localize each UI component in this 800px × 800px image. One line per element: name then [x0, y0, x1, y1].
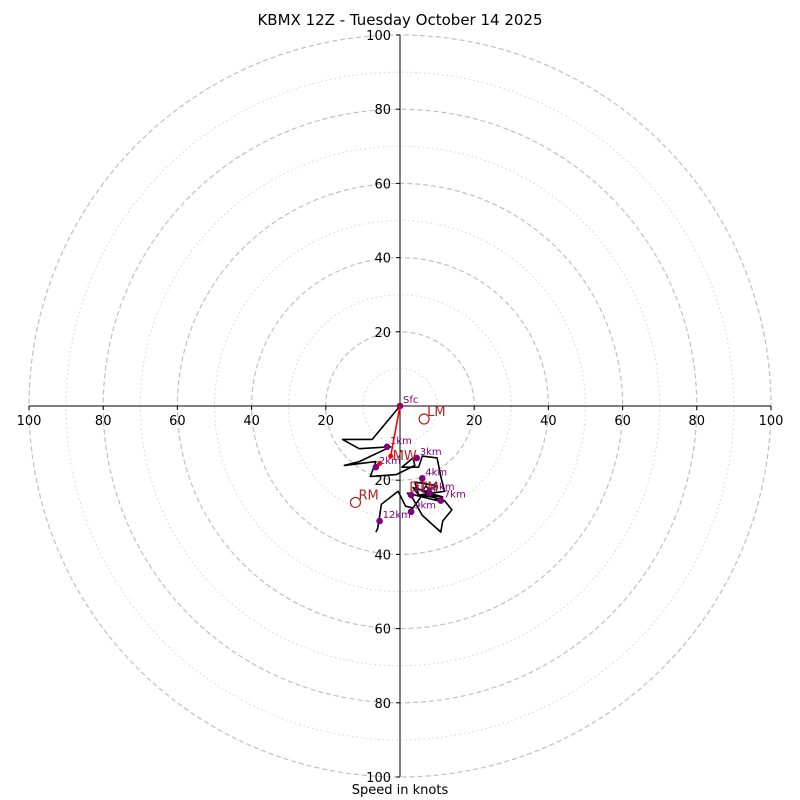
- hodograph-line: [341, 405, 453, 533]
- level-point-1km: [383, 443, 391, 451]
- y-tick-label: 40: [374, 252, 391, 267]
- storm-motion-lm-marker: [418, 413, 430, 425]
- level-label-7km: 7km: [444, 490, 466, 501]
- level-label-3km: 3km: [420, 447, 442, 458]
- level-label-sfc: Sfc: [403, 395, 418, 406]
- x-tick-label: 80: [95, 414, 112, 429]
- x-axis-label: Speed in knots: [351, 783, 449, 798]
- storm-motion-lm-label: LM: [427, 405, 445, 420]
- x-tick-label: 60: [614, 414, 631, 429]
- level-point-2km: [372, 463, 380, 471]
- level-label-1km: 1km: [390, 436, 412, 447]
- y-tick-label: 20: [374, 326, 391, 341]
- y-tick-label: 80: [374, 103, 391, 118]
- y-tick-label: 60: [374, 177, 391, 192]
- level-point-3km: [413, 454, 420, 462]
- y-tick-label: 100: [366, 29, 391, 44]
- storm-motion-rm-marker: [349, 496, 362, 509]
- x-tick-label: 100: [17, 414, 42, 429]
- level-label-6km: 6km: [414, 484, 436, 495]
- shear-vector-line: [389, 405, 401, 457]
- level-point-12km: [376, 517, 383, 525]
- level-point-9km: [407, 508, 415, 516]
- level-label-2km: 2km: [379, 456, 401, 467]
- shear-marker-point: [377, 461, 383, 467]
- tick-labels: 100 80 60 40 20 20 40 60 80 100 100 80 60 40 20 20 40 60 8…: [17, 29, 784, 786]
- deviant-tornado-label: DTM: [409, 481, 438, 496]
- y-tick-label: 40: [374, 548, 391, 563]
- chart-title: KBMX 12Z - Tuesday October 14 2025: [257, 11, 543, 29]
- x-tick-label: 40: [540, 414, 557, 429]
- level-point-6km: [407, 491, 415, 499]
- level-label-5km: 5km: [433, 482, 455, 493]
- hodograph-trace: [341, 405, 453, 533]
- storm-motion-markers: MW DTM LM RM: [349, 405, 446, 509]
- storm-motion-rm-label: RM: [358, 488, 378, 503]
- y-tick-label: 80: [374, 697, 391, 712]
- level-label-9km: 9km: [414, 501, 436, 512]
- level-point-7km: [437, 497, 445, 504]
- x-tick-label: 20: [318, 414, 335, 429]
- y-tick-label: 60: [374, 623, 391, 638]
- y-tick-label: 20: [374, 474, 391, 489]
- x-tick-label: 20: [466, 414, 483, 429]
- x-tick-label: 40: [243, 414, 260, 429]
- x-tick-label: 80: [689, 414, 706, 429]
- level-label-4km: 4km: [425, 467, 447, 478]
- mean-wind-label: MW: [393, 449, 417, 464]
- mean-wind-point: [388, 453, 394, 459]
- x-tick-label: 100: [759, 414, 784, 429]
- level-label-12km: 12km: [383, 510, 411, 521]
- level-point-4km: [418, 475, 426, 482]
- x-tick-label: 60: [169, 414, 186, 429]
- y-tick-label: 100: [366, 771, 391, 786]
- level-point-5km: [426, 489, 433, 497]
